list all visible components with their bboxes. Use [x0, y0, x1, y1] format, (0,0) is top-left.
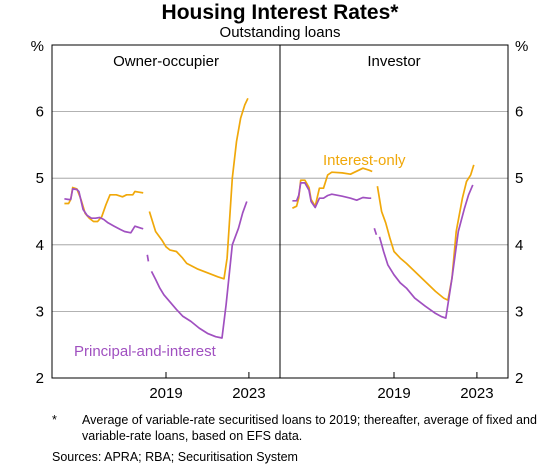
x-tick-label: 2023 [460, 385, 493, 400]
y-tick-label-right: 6 [515, 104, 523, 121]
interest-only-line [148, 97, 249, 280]
y-unit-left: % [31, 38, 44, 55]
chart-svg: % % 2 2 3 3 4 4 5 5 6 6 Owner-occupier 2019 2023 Princi… [31, 38, 529, 400]
y-tick-label-left: 3 [36, 303, 44, 320]
principal-and-interest-line [146, 254, 150, 262]
principal-and-interest-line [64, 188, 144, 234]
panel-title: Investor [367, 53, 420, 70]
series-label: Principal-and-interest [74, 343, 217, 360]
y-tick-label-right: 5 [515, 170, 523, 187]
panel-title: Owner-occupier [113, 53, 219, 70]
principal-and-interest-line [292, 182, 372, 209]
footnote-text: Average of variable-rate securitised loa… [82, 413, 537, 443]
y-tick-label-left: 2 [36, 370, 44, 387]
chart-title: Housing Interest Rates* [161, 1, 399, 24]
interest-only-line [64, 186, 144, 223]
principal-and-interest-line [373, 227, 378, 236]
x-tick-label: 2019 [149, 385, 182, 400]
chart-subtitle: Outstanding loans [219, 24, 341, 41]
y-tick-label-left: 6 [36, 104, 44, 121]
source-note: Sources: APRA; RBA; Securitisation Syste… [52, 450, 298, 464]
plot-frame [51, 44, 509, 379]
footnote-marker: * [52, 413, 57, 427]
x-tick-label: 2019 [377, 385, 410, 400]
interest-only-line [376, 164, 475, 301]
principal-and-interest-line [150, 201, 248, 339]
principal-and-interest-line [378, 184, 474, 319]
y-tick-label-left: 5 [36, 170, 44, 187]
y-unit-right: % [515, 38, 528, 55]
x-tick-label: 2023 [232, 385, 265, 400]
series-label: Interest-only [323, 152, 406, 169]
y-tick-label-right: 4 [515, 237, 523, 254]
y-tick-label-right: 2 [515, 370, 523, 387]
interest-only-line [292, 167, 373, 209]
y-tick-label-left: 4 [36, 237, 44, 254]
y-tick-label-right: 3 [515, 303, 523, 320]
